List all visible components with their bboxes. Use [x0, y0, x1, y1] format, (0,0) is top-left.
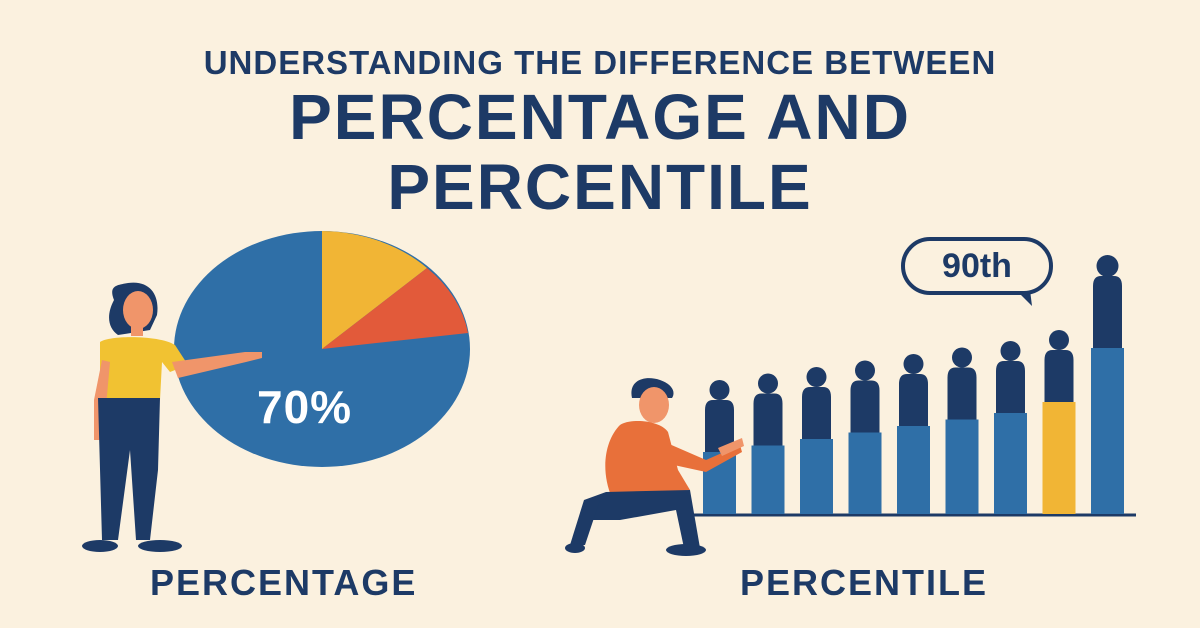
person-silhouette-body — [1044, 350, 1074, 402]
highlighted-bar — [1042, 402, 1076, 514]
person-silhouette-head — [952, 347, 972, 368]
person-silhouette-head — [709, 380, 730, 400]
person-silhouette-body — [947, 367, 977, 420]
pie-slice-red — [322, 268, 468, 349]
pie-slice-yellow — [322, 231, 427, 349]
person-silhouette-head — [1049, 330, 1069, 350]
person-silhouette-body — [753, 393, 783, 446]
pie-percentage-label: 70% — [257, 381, 353, 433]
percentile-speech-bubble: 90th — [901, 237, 1053, 295]
bar — [945, 419, 979, 514]
pie-chart — [174, 231, 470, 467]
bubble-text: 90th — [942, 246, 1012, 285]
percentile-bar-chart — [690, 255, 1136, 517]
bar — [897, 426, 930, 514]
man-figure — [565, 378, 744, 556]
caption-percentage: PERCENTAGE — [150, 562, 418, 603]
main-title-line-2: PERCENTILE — [387, 151, 813, 223]
main-title-line-1: PERCENTAGE AND — [289, 81, 911, 153]
person-silhouette-body — [802, 387, 831, 439]
person-silhouette-head — [1096, 255, 1119, 277]
person-silhouette-head — [1000, 341, 1021, 361]
main-title: PERCENTAGE AND PERCENTILE — [0, 82, 1200, 222]
person-silhouette-head — [806, 367, 827, 387]
person-silhouette-head — [758, 373, 778, 394]
bar — [1091, 348, 1124, 514]
person-silhouette-body — [899, 374, 928, 426]
person-silhouette-head — [903, 354, 924, 374]
person-silhouette-body — [850, 380, 880, 433]
bar — [848, 432, 882, 514]
person-silhouette-body — [996, 361, 1025, 413]
person-silhouette-head — [855, 360, 875, 381]
bar — [994, 413, 1027, 514]
bar — [800, 439, 833, 514]
person-silhouette-body — [705, 400, 734, 452]
woman-figure — [82, 282, 262, 552]
bar — [751, 445, 785, 514]
person-silhouette-body — [1093, 276, 1122, 348]
subtitle-heading: UNDERSTANDING THE DIFFERENCE BETWEEN — [203, 44, 997, 81]
caption-percentile: PERCENTILE — [740, 562, 989, 603]
